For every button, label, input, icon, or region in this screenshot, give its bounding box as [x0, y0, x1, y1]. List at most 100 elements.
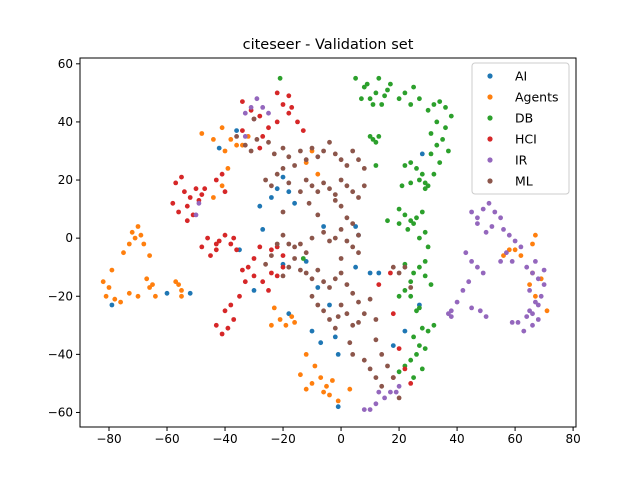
point-ml-1 [242, 142, 248, 148]
point-db-52 [417, 235, 422, 241]
y-tick-label: −60 [48, 405, 73, 419]
point-db-81 [385, 218, 390, 224]
point-hci-60 [376, 282, 382, 287]
point-ai-11 [303, 259, 309, 264]
point-hci-54 [289, 105, 295, 110]
point-ir-47 [515, 320, 521, 325]
point-ai-14 [309, 328, 315, 334]
point-db-25 [437, 160, 443, 166]
point-agents-50 [327, 392, 332, 398]
point-db-21 [434, 119, 440, 125]
legend-label-ir: IR [515, 153, 528, 168]
x-tick-label: 60 [507, 432, 522, 446]
point-ml-7 [280, 145, 286, 151]
point-agents-21 [179, 293, 184, 299]
point-db-8 [359, 96, 364, 102]
point-ai-5 [257, 203, 263, 209]
point-agents-37 [289, 314, 295, 319]
point-db-22 [428, 131, 434, 136]
point-ir-8 [469, 209, 474, 215]
point-ml-21 [361, 166, 367, 171]
point-ml-77 [356, 320, 361, 325]
point-hci-58 [240, 128, 245, 134]
point-ml-85 [379, 383, 385, 389]
point-ir-40 [541, 282, 547, 287]
point-ir-49 [527, 288, 532, 293]
point-ml-88 [303, 250, 309, 256]
point-db-80 [373, 163, 379, 168]
point-agents-51 [292, 320, 297, 325]
point-ir-31 [506, 232, 512, 238]
point-ml-96 [396, 270, 402, 276]
point-agents-9 [138, 232, 144, 238]
point-db-78 [422, 259, 428, 264]
point-ml-75 [344, 311, 350, 317]
point-ml-17 [338, 157, 344, 163]
point-ml-12 [309, 145, 315, 151]
point-hci-18 [228, 241, 234, 247]
point-ml-18 [344, 163, 350, 168]
point-ir-61 [393, 389, 399, 395]
point-db-35 [367, 134, 373, 139]
point-ml-42 [344, 215, 350, 221]
point-ai-15 [318, 340, 324, 346]
point-ml-95 [390, 264, 396, 270]
point-agents-54 [315, 171, 321, 177]
point-ai-18 [164, 290, 170, 296]
points-layer [100, 75, 550, 412]
point-hci-22 [199, 244, 205, 250]
x-tick-label: 80 [565, 432, 580, 446]
point-db-42 [417, 177, 422, 183]
point-ml-66 [361, 311, 367, 317]
point-ml-53 [280, 273, 286, 279]
point-db-6 [376, 75, 382, 81]
point-hci-1 [173, 180, 179, 186]
point-ml-10 [298, 148, 303, 154]
point-agents-25 [228, 137, 234, 142]
point-db-77 [300, 256, 306, 261]
point-db-12 [396, 96, 402, 102]
point-ir-25 [469, 305, 474, 311]
point-db-4 [379, 102, 385, 107]
legend-marker-ai [487, 73, 493, 79]
point-agents-36 [283, 322, 289, 328]
point-hci-30 [228, 302, 234, 308]
point-agents-13 [147, 253, 153, 258]
point-db-76 [396, 369, 402, 375]
legend-label-ml: ML [515, 174, 533, 189]
point-hci-3 [187, 195, 193, 200]
point-ir-34 [504, 250, 509, 256]
point-ml-86 [396, 395, 402, 401]
y-tick-label: 20 [58, 173, 73, 187]
point-agents-6 [121, 250, 126, 256]
point-ir-11 [486, 200, 492, 206]
point-ir-28 [448, 314, 454, 319]
point-ml-27 [303, 177, 309, 183]
point-ml-63 [344, 282, 350, 287]
point-ai-17 [109, 302, 115, 308]
point-db-32 [370, 137, 376, 142]
x-tick-label: 20 [391, 432, 406, 446]
point-db-5 [385, 87, 390, 93]
point-hci-26 [245, 264, 251, 270]
point-ml-47 [327, 238, 332, 244]
point-db-14 [411, 84, 416, 90]
point-hci-14 [219, 171, 225, 177]
point-ml-94 [269, 253, 274, 258]
point-agents-33 [199, 131, 205, 136]
point-hci-49 [266, 125, 271, 131]
point-db-10 [388, 81, 393, 87]
point-ir-39 [535, 276, 541, 282]
point-ml-79 [379, 352, 385, 357]
point-db-69 [414, 352, 419, 357]
point-ir-16 [489, 224, 495, 229]
point-ml-58 [315, 267, 321, 273]
point-agents-10 [129, 229, 135, 235]
point-hci-66 [388, 270, 393, 276]
point-ml-13 [315, 154, 321, 160]
point-db-46 [408, 218, 414, 224]
point-hci-17 [222, 232, 228, 238]
point-ir-37 [524, 264, 530, 270]
point-agents-12 [141, 241, 147, 247]
